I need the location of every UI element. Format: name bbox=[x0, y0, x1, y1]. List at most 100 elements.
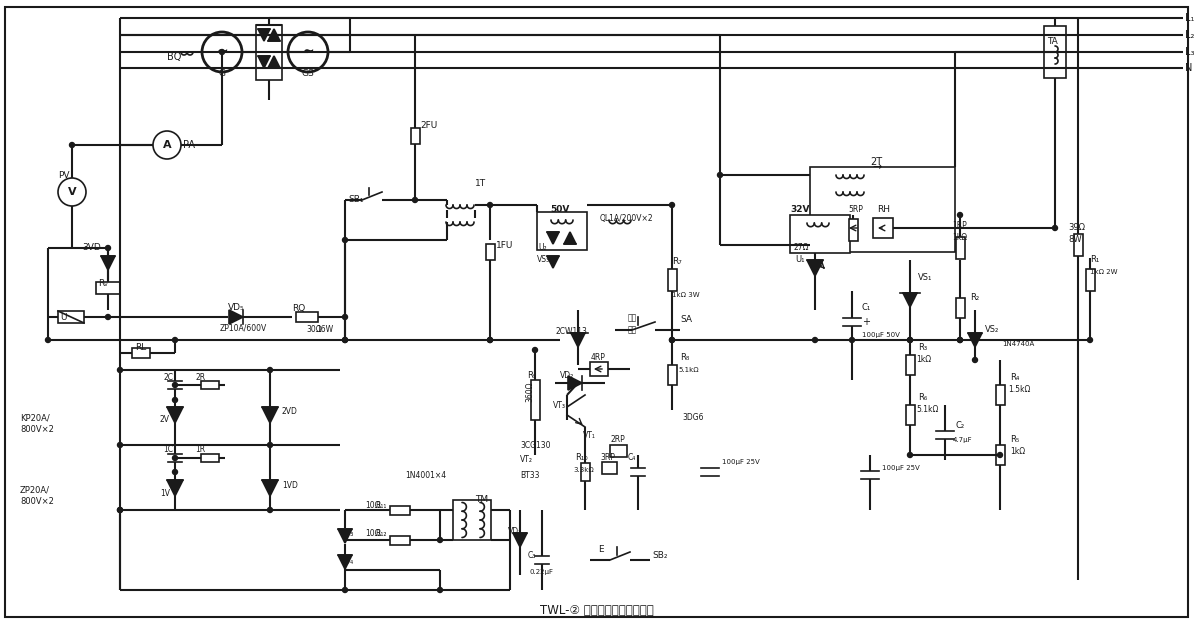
Circle shape bbox=[849, 338, 855, 343]
Circle shape bbox=[907, 338, 912, 343]
Text: VS₃: VS₃ bbox=[537, 256, 550, 264]
Text: 1V: 1V bbox=[160, 490, 170, 498]
Text: 手动: 手动 bbox=[628, 313, 638, 322]
Circle shape bbox=[267, 442, 272, 447]
Text: 8W: 8W bbox=[1067, 236, 1082, 244]
Circle shape bbox=[172, 397, 178, 402]
Bar bbox=[59, 311, 84, 323]
Text: U: U bbox=[60, 312, 67, 322]
Circle shape bbox=[533, 348, 537, 353]
Circle shape bbox=[907, 452, 912, 458]
Circle shape bbox=[172, 383, 178, 388]
Text: 1N4001×4: 1N4001×4 bbox=[405, 470, 447, 480]
Text: 1N4740A: 1N4740A bbox=[1002, 341, 1034, 347]
Text: 3RP: 3RP bbox=[601, 453, 615, 463]
Text: 32V: 32V bbox=[790, 205, 810, 215]
Text: L₂: L₂ bbox=[1184, 30, 1194, 40]
Circle shape bbox=[997, 452, 1003, 458]
Circle shape bbox=[117, 508, 123, 513]
Bar bbox=[486, 244, 496, 260]
Circle shape bbox=[343, 315, 347, 320]
Text: 2RP: 2RP bbox=[610, 435, 626, 445]
Text: U₂: U₂ bbox=[538, 243, 547, 253]
Circle shape bbox=[267, 368, 272, 373]
Text: R₇: R₇ bbox=[672, 258, 682, 266]
Text: 2CW113: 2CW113 bbox=[555, 328, 587, 337]
Circle shape bbox=[172, 470, 178, 475]
Circle shape bbox=[487, 338, 492, 343]
Bar bbox=[590, 362, 608, 376]
Polygon shape bbox=[267, 56, 281, 68]
Text: R₁₁: R₁₁ bbox=[375, 501, 387, 509]
Circle shape bbox=[1052, 226, 1058, 231]
Bar bbox=[96, 282, 121, 294]
Circle shape bbox=[812, 338, 818, 343]
Text: 4RP: 4RP bbox=[591, 353, 605, 363]
Text: 自动: 自动 bbox=[628, 325, 638, 335]
Text: VD₃: VD₃ bbox=[340, 529, 355, 539]
Text: 30Ω: 30Ω bbox=[306, 325, 321, 335]
Bar bbox=[390, 536, 410, 545]
Polygon shape bbox=[258, 56, 270, 68]
Polygon shape bbox=[547, 232, 559, 244]
Text: E: E bbox=[598, 545, 604, 554]
Text: VS₂: VS₂ bbox=[985, 325, 999, 335]
Text: QL1A/200V×2: QL1A/200V×2 bbox=[601, 213, 653, 223]
Bar bbox=[537, 212, 587, 250]
Circle shape bbox=[343, 238, 347, 243]
Circle shape bbox=[117, 442, 123, 447]
Text: R₄: R₄ bbox=[1010, 373, 1020, 383]
Text: →: → bbox=[872, 162, 881, 172]
Text: 1kΩ: 1kΩ bbox=[916, 356, 931, 364]
Text: 0.22μF: 0.22μF bbox=[530, 569, 554, 575]
Polygon shape bbox=[338, 529, 352, 543]
Text: R₅: R₅ bbox=[1010, 435, 1020, 445]
Text: R₈: R₈ bbox=[681, 353, 689, 363]
Circle shape bbox=[105, 315, 111, 320]
Text: R₁: R₁ bbox=[1090, 256, 1100, 264]
Bar bbox=[201, 454, 219, 462]
Text: 1kΩ 3W: 1kΩ 3W bbox=[672, 292, 700, 298]
Text: RH: RH bbox=[878, 205, 890, 215]
Text: 50V: 50V bbox=[550, 205, 570, 215]
Circle shape bbox=[220, 50, 224, 55]
Text: 1C: 1C bbox=[164, 445, 173, 455]
Text: 5.1kΩ: 5.1kΩ bbox=[678, 367, 698, 373]
Circle shape bbox=[958, 338, 962, 343]
Text: 1T: 1T bbox=[475, 179, 486, 187]
Text: 1RP: 1RP bbox=[953, 221, 967, 230]
Bar bbox=[1044, 26, 1066, 78]
Text: R₁₀: R₁₀ bbox=[576, 453, 587, 463]
Text: 4.7μF: 4.7μF bbox=[953, 437, 973, 443]
Polygon shape bbox=[547, 256, 559, 268]
Text: 39Ω: 39Ω bbox=[1067, 223, 1085, 233]
Text: 3.3kΩ: 3.3kΩ bbox=[573, 467, 593, 473]
Bar bbox=[873, 218, 893, 238]
Text: PA: PA bbox=[183, 140, 195, 150]
Text: 1.5kΩ: 1.5kΩ bbox=[1008, 386, 1030, 394]
Text: 16W: 16W bbox=[316, 325, 333, 335]
Polygon shape bbox=[568, 376, 581, 390]
Text: R₃: R₃ bbox=[918, 343, 927, 353]
Bar bbox=[133, 348, 150, 358]
Text: 10Ω: 10Ω bbox=[365, 501, 381, 509]
Circle shape bbox=[343, 338, 347, 343]
Text: C₁: C₁ bbox=[862, 304, 872, 312]
Text: 2FU: 2FU bbox=[420, 121, 437, 129]
Circle shape bbox=[45, 338, 50, 343]
Text: BQ: BQ bbox=[167, 52, 181, 62]
Text: C₄: C₄ bbox=[628, 453, 636, 463]
Text: TA: TA bbox=[1047, 37, 1058, 47]
Text: RL: RL bbox=[135, 343, 146, 351]
Polygon shape bbox=[903, 293, 917, 307]
Circle shape bbox=[69, 142, 74, 147]
Text: VD₂: VD₂ bbox=[560, 371, 574, 379]
Bar bbox=[1073, 234, 1083, 256]
Bar bbox=[790, 215, 850, 253]
Text: ZP10A/600V: ZP10A/600V bbox=[220, 323, 267, 333]
Polygon shape bbox=[338, 555, 352, 569]
Polygon shape bbox=[229, 310, 244, 324]
Text: SB₂: SB₂ bbox=[652, 550, 667, 560]
Polygon shape bbox=[564, 232, 576, 244]
Text: R₁₂: R₁₂ bbox=[375, 529, 387, 539]
